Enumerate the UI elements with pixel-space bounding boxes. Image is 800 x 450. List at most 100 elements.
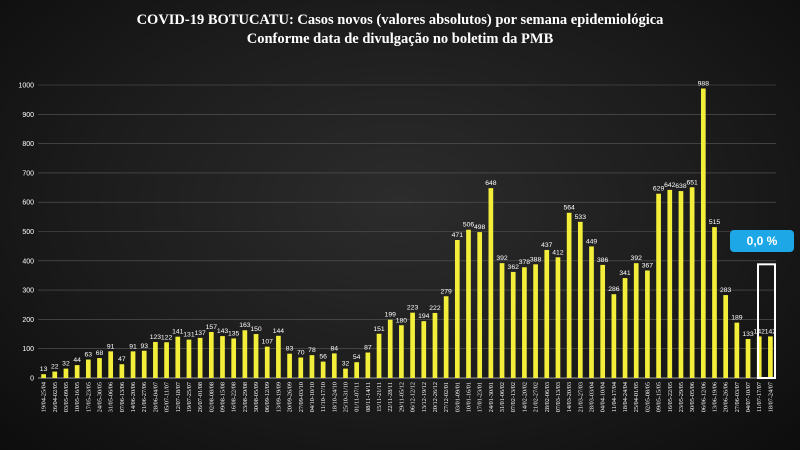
bar xyxy=(756,336,762,378)
data-label: 194 xyxy=(418,313,430,320)
bar xyxy=(164,342,169,378)
bar xyxy=(611,294,617,378)
x-tick-label: 20/09-26/09 xyxy=(287,382,294,412)
bar xyxy=(700,88,706,379)
y-tick-label: 500 xyxy=(22,229,34,236)
data-label: 107 xyxy=(262,339,274,346)
bar xyxy=(365,352,371,378)
data-label: 91 xyxy=(129,343,137,350)
x-tick-label: 25/04-01/05 xyxy=(633,382,640,412)
bar xyxy=(577,221,583,378)
data-label: 392 xyxy=(631,255,643,262)
bar xyxy=(544,249,550,378)
bar xyxy=(242,330,248,378)
data-label: 151 xyxy=(373,326,385,333)
x-tick-label: 28/02-06/03 xyxy=(544,382,551,412)
data-label: 68 xyxy=(96,350,104,357)
x-tick-label: 03/01-09/01 xyxy=(454,382,461,412)
data-label: 133 xyxy=(742,331,754,338)
data-label: 471 xyxy=(452,232,464,239)
x-tick-label: 01/11-07/11 xyxy=(354,382,361,412)
bar xyxy=(309,355,315,378)
bar xyxy=(264,346,270,378)
x-tick-label: 12/07-18/07 xyxy=(175,382,182,412)
x-tick-label: 28/06-04/07 xyxy=(152,382,159,412)
bar xyxy=(566,212,572,378)
bar xyxy=(287,353,292,378)
data-label: 223 xyxy=(407,305,419,312)
bar xyxy=(52,371,58,378)
bar xyxy=(667,189,673,378)
data-label: 84 xyxy=(331,345,339,352)
bar xyxy=(74,365,80,378)
data-label: 412 xyxy=(552,249,564,256)
data-label: 83 xyxy=(286,346,294,353)
projection-outline-bar xyxy=(757,263,776,380)
x-tick-label: 21/03-27/03 xyxy=(577,382,584,412)
x-tick-label: 08/11-14/11 xyxy=(365,382,372,412)
data-label: 32 xyxy=(342,361,350,368)
x-tick-label: 10/01-16/01 xyxy=(466,382,473,412)
data-label: 44 xyxy=(73,357,81,364)
data-label: 87 xyxy=(364,345,372,352)
bar xyxy=(454,239,460,378)
data-label: 123 xyxy=(150,334,162,341)
x-tick-label: 07/02-13/02 xyxy=(510,382,517,412)
y-tick-label: 400 xyxy=(22,258,34,265)
data-label: 341 xyxy=(619,270,631,277)
data-label: 142 xyxy=(754,328,766,335)
x-tick-label: 21/06-27/06 xyxy=(141,382,148,412)
x-tick-label: 28/03-03/04 xyxy=(589,382,596,412)
bar xyxy=(63,368,69,378)
data-label: 498 xyxy=(474,224,486,231)
bar xyxy=(354,362,360,378)
data-label: 638 xyxy=(675,183,687,190)
y-tick-label: 900 xyxy=(22,112,34,119)
data-label: 137 xyxy=(194,330,206,337)
x-tick-label: 31/05-06/06 xyxy=(108,382,115,412)
x-tick-label: 05/07-11/07 xyxy=(164,382,171,412)
x-tick-label: 19/07-25/07 xyxy=(186,382,193,412)
data-label: 392 xyxy=(496,255,508,262)
bar xyxy=(645,270,650,378)
x-tick-label: 03/05-09/05 xyxy=(63,382,70,412)
x-tick-label: 14/02-20/02 xyxy=(521,382,528,412)
data-label: 564 xyxy=(563,205,575,212)
x-tick-label: 25/10-31/10 xyxy=(343,382,350,412)
bar xyxy=(175,336,181,378)
x-tick-label: 09/05-15/05 xyxy=(656,382,663,412)
bar xyxy=(208,331,214,378)
bar xyxy=(723,295,729,378)
data-label: 47 xyxy=(118,356,126,363)
data-label: 651 xyxy=(686,179,698,186)
data-label: 199 xyxy=(385,312,397,319)
y-tick-label: 0 xyxy=(30,376,34,383)
x-tick-label: 27/12-02/01 xyxy=(443,382,450,412)
bar xyxy=(376,333,382,378)
data-label: 144 xyxy=(273,328,285,335)
x-tick-label: 16/08-22/08 xyxy=(231,382,238,412)
chart-title: COVID-19 BOTUCATU: Casos novos (valores … xyxy=(136,12,664,28)
x-tick-label: 23/08-29/08 xyxy=(242,382,249,412)
bar xyxy=(533,264,538,378)
bar xyxy=(410,312,415,378)
data-label: 131 xyxy=(183,332,195,339)
data-label: 63 xyxy=(85,352,93,359)
data-label: 506 xyxy=(463,222,475,229)
x-tick-label: 11/07-17/07 xyxy=(756,382,763,412)
bar xyxy=(331,353,337,378)
x-tick-label: 13/12-19/12 xyxy=(421,382,428,412)
x-tick-label: 04/10-10/10 xyxy=(309,382,316,412)
x-tick-label: 29/11-05/12 xyxy=(398,382,405,412)
bar xyxy=(141,350,147,378)
percent-change-badge: 0,0 % xyxy=(730,230,794,252)
x-tick-label: 13/09-19/09 xyxy=(275,382,282,412)
x-tick-label: 18/07-24/07 xyxy=(767,382,774,412)
bar xyxy=(555,257,561,378)
data-label: 629 xyxy=(653,186,665,193)
bar xyxy=(522,267,527,378)
y-tick-label: 1000 xyxy=(18,83,34,90)
y-tick-label: 800 xyxy=(22,141,34,148)
x-tick-label: 07/03-13/03 xyxy=(555,382,562,412)
